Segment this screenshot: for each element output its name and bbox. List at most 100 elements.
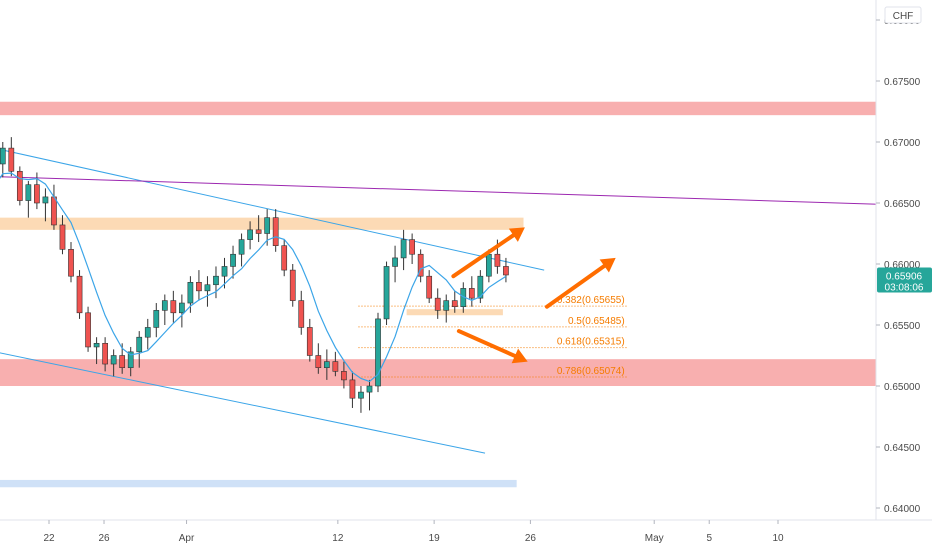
arrow-head — [599, 257, 616, 273]
price-axis[interactable]: 0.680000.675000.670000.665000.660000.655… — [875, 0, 932, 520]
candle-body — [221, 266, 228, 277]
candle-body — [383, 266, 390, 320]
candle-body — [68, 249, 74, 277]
time-tick-label: Apr — [179, 533, 195, 544]
last-price-value: 0.65906 — [886, 271, 923, 282]
candle-body — [213, 275, 219, 286]
candle-body — [306, 327, 313, 356]
candle-body — [451, 300, 458, 308]
candle-body — [110, 355, 117, 365]
moving-average — [0, 172, 507, 383]
price-tick-label: 0.65000 — [884, 382, 921, 393]
price-zone — [0, 101, 876, 116]
candle-body — [16, 170, 23, 201]
candle-body — [349, 379, 356, 399]
candle-body — [161, 300, 168, 311]
last-price-tag: 0.65906 03:08:06 — [877, 267, 932, 293]
time-tick-label: 5 — [706, 533, 712, 544]
candle-body — [392, 257, 398, 267]
candle-body — [93, 342, 100, 348]
candle-body — [477, 275, 484, 299]
price-zones — [0, 101, 876, 488]
candle-body — [179, 302, 185, 314]
fib-level-label: 0.786(0.65074) — [557, 366, 625, 377]
trendline — [0, 352, 486, 454]
candle-body — [426, 275, 433, 299]
price-zone — [0, 479, 517, 488]
candle-body — [503, 266, 509, 276]
fib-level-label: 0.5(0.65485) — [568, 316, 625, 327]
price-tick-label: 0.67000 — [884, 138, 921, 149]
arrow-shaft — [456, 329, 517, 358]
candle-body — [341, 371, 347, 381]
candle-body — [358, 391, 364, 399]
moving-average-line — [0, 172, 507, 383]
currency-label: CHF — [893, 11, 914, 22]
candle-body — [264, 217, 271, 234]
arrow-shaft — [544, 264, 607, 309]
candle-body — [323, 361, 330, 369]
candle-body — [196, 281, 202, 292]
candle-body — [34, 184, 40, 204]
time-tick-label: 26 — [98, 533, 110, 544]
last-price-countdown: 03:08:06 — [885, 282, 924, 293]
trendlines — [0, 148, 916, 454]
candle-body — [119, 355, 126, 368]
candle-body — [375, 318, 381, 387]
time-tick-label: 10 — [772, 533, 784, 544]
currency-badge: CHF — [884, 6, 922, 24]
candle-body — [247, 229, 253, 240]
candle-body — [417, 253, 424, 277]
fib-level-label: 0.382(0.65655) — [557, 295, 625, 306]
candle-body — [102, 342, 108, 365]
candle-body — [8, 147, 15, 172]
candle-body — [187, 281, 194, 304]
price-zone — [0, 217, 524, 230]
candle-body — [153, 310, 160, 328]
candle-body — [238, 239, 245, 255]
candle-body — [281, 245, 288, 271]
price-tick-label: 0.64000 — [884, 504, 921, 515]
price-tick-label: 0.66500 — [884, 199, 921, 210]
candle-body — [76, 275, 83, 314]
price-tick-label: 0.66000 — [884, 260, 921, 271]
candle-body — [366, 385, 373, 393]
projection-arrows — [451, 227, 616, 364]
candle-body — [230, 253, 236, 267]
price-zone — [0, 359, 876, 386]
time-tick-label: 26 — [525, 533, 537, 544]
candle-body — [298, 300, 305, 328]
candle-body — [315, 355, 322, 368]
arrow-shaft — [451, 233, 516, 279]
candle-body — [42, 196, 49, 204]
price-tick-label: 0.65500 — [884, 321, 921, 332]
candle-body — [494, 253, 501, 267]
candle-body — [127, 351, 134, 368]
candle-body — [409, 239, 415, 255]
time-axis[interactable]: 22 26 Apr 12 19 26 May 5 10 — [0, 519, 932, 550]
candle-body — [59, 224, 66, 250]
candle-body — [85, 312, 91, 348]
arrow-head — [508, 227, 525, 242]
time-tick-label: 12 — [332, 533, 344, 544]
candle-body — [51, 196, 57, 226]
trendline — [0, 148, 545, 271]
time-tick-label: 22 — [43, 533, 55, 544]
candle-body — [255, 229, 262, 234]
candle-body — [272, 217, 279, 246]
arrow-head — [511, 348, 528, 364]
candle-body — [486, 253, 492, 277]
fibonacci-levels: 0.382(0.65655) 0.5(0.65485) 0.618(0.65315)… — [358, 295, 627, 378]
trendline — [0, 176, 916, 206]
time-tick-label: May — [645, 533, 664, 544]
candle-body — [0, 147, 6, 165]
candle-body — [204, 284, 211, 292]
candlesticks — [0, 137, 509, 413]
price-tick-label: 0.64500 — [884, 443, 921, 454]
candle-body — [170, 300, 177, 314]
candle-body — [25, 184, 32, 201]
candle-body — [144, 327, 151, 338]
candle-body — [332, 361, 339, 372]
candle-body — [443, 300, 450, 311]
